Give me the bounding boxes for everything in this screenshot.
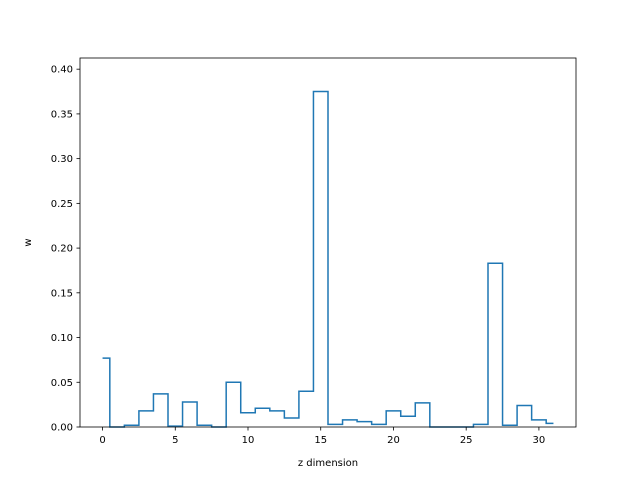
- x-tick-label: 25: [460, 435, 473, 446]
- x-tick-label: 30: [533, 435, 546, 446]
- axes-frame: [79, 57, 577, 428]
- y-tick-label: 0.30: [51, 154, 73, 165]
- y-axis-ticks: 0.00 0.05 0.10 0.15 0.20 0.25 0.30 0.35 0.40: [51, 65, 80, 434]
- y-tick-label: 0.25: [51, 199, 73, 210]
- x-tick-label: 20: [387, 435, 400, 446]
- y-tick-label: 0.20: [51, 244, 73, 255]
- x-tick-label: 10: [242, 435, 255, 446]
- x-tick-label: 15: [314, 435, 327, 446]
- x-tick-label: 5: [172, 435, 178, 446]
- y-tick-label: 0.05: [51, 378, 73, 389]
- y-tick-label: 0.00: [51, 423, 73, 434]
- y-tick-label: 0.35: [51, 109, 73, 120]
- y-axis-label: w: [23, 238, 34, 246]
- x-axis-ticks: 0 5 10 15 20 25 30: [99, 427, 545, 446]
- x-tick-label: 0: [99, 435, 105, 446]
- y-tick-label: 0.15: [51, 288, 73, 299]
- y-tick-label: 0.40: [51, 65, 73, 76]
- series-line-w: [102, 90, 554, 428]
- y-tick-label: 0.10: [51, 333, 73, 344]
- x-axis-label: z dimension: [298, 458, 358, 469]
